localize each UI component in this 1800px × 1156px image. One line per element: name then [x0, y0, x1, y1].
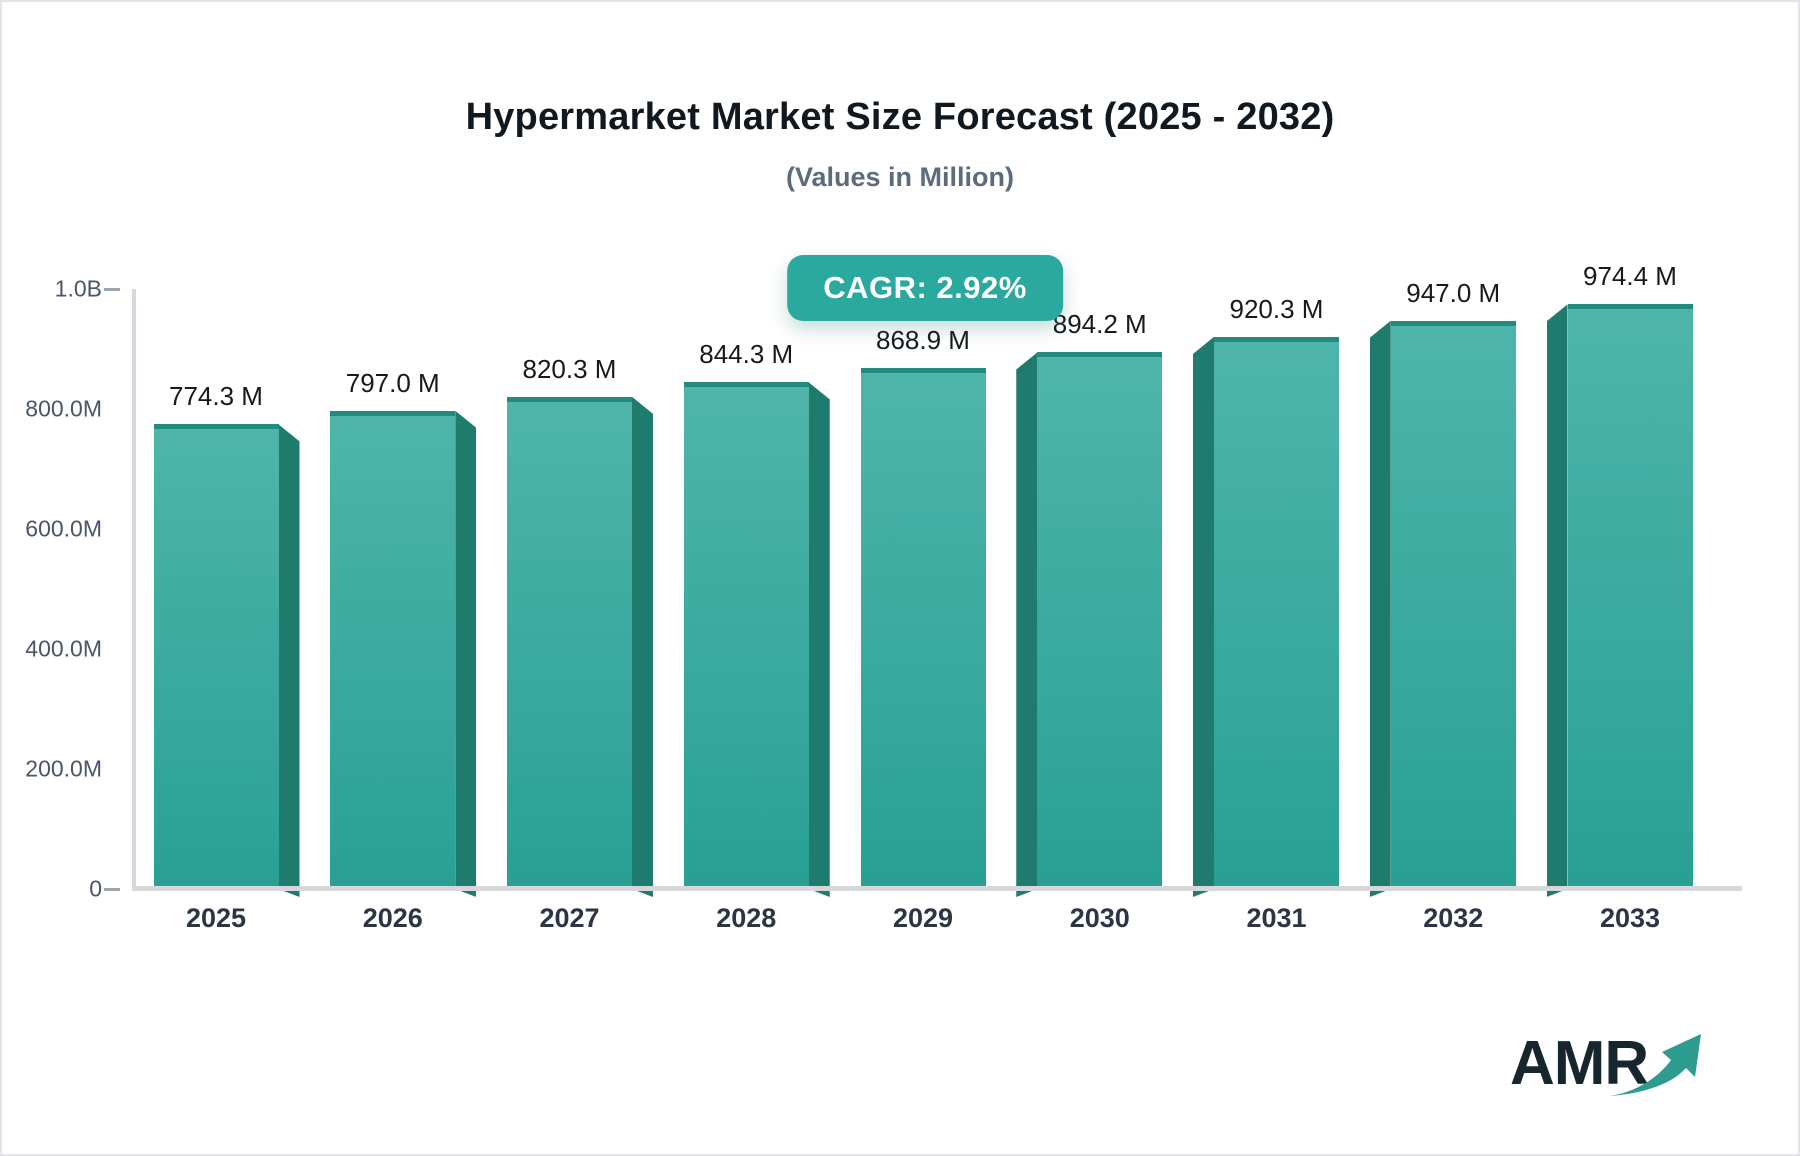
x-tick-label: 2026: [362, 903, 423, 933]
bar-top-edge: [330, 410, 456, 416]
bar-2028: [683, 382, 809, 889]
bar-2033: [1567, 304, 1693, 889]
amr-logo-text: AMR: [1510, 1029, 1649, 1098]
bar-value-label: 844.3 M: [699, 339, 794, 370]
amr-logo: AMR: [1510, 1029, 1701, 1102]
bar-2029: [860, 367, 986, 889]
bar-top-edge: [1567, 304, 1693, 310]
cagr-badge: CAGR: 2.92%: [787, 255, 1063, 321]
bar-top-edge: [1214, 336, 1339, 342]
bar-2030: [1037, 352, 1163, 889]
cagr-badge-label: CAGR: 2.92%: [823, 270, 1027, 305]
x-tick-label: 2025: [185, 903, 247, 933]
bar-value-label: 920.3 M: [1229, 293, 1324, 324]
bar-value-label: 868.9 M: [876, 324, 970, 355]
bar-3d-side: [279, 424, 300, 897]
y-tick-label: 800.0M: [25, 395, 102, 422]
bar-2032: [1390, 320, 1516, 889]
y-tick-dash: [104, 288, 120, 291]
bar-2025: [153, 424, 279, 889]
bar-top-edge: [683, 382, 809, 388]
bar-3d-side: [809, 382, 830, 897]
bar-top-edge: [860, 367, 986, 373]
x-tick-label: 2029: [892, 903, 954, 933]
y-tick-label: 200.0M: [25, 755, 102, 782]
y-tick-label: 400.0M: [25, 635, 102, 662]
bar-2027: [507, 396, 632, 889]
y-tick-label: 600.0M: [25, 515, 102, 542]
x-tick-label: 2031: [1246, 903, 1307, 933]
x-tick-label: 2028: [716, 903, 777, 933]
bar-2031: [1214, 336, 1339, 889]
bar-value-label: 974.4 M: [1583, 261, 1677, 292]
bar-3d-side: [455, 411, 476, 897]
x-tick-label: 2032: [1423, 903, 1484, 933]
bar-3d-side: [1016, 352, 1037, 897]
bar-value-label: 894.2 M: [1052, 309, 1147, 340]
growth-arrow-icon: [1610, 1034, 1701, 1096]
x-tick-label: 2033: [1599, 903, 1661, 933]
bar-top-edge: [1390, 320, 1516, 326]
bar-value-label: 820.3 M: [522, 353, 617, 384]
x-tick-label: 2027: [539, 903, 600, 933]
x-axis-baseline: [132, 886, 1742, 891]
y-tick-label: 1.0B: [54, 275, 102, 302]
bar-value-label: 797.0 M: [345, 367, 440, 398]
y-tick-label: 0: [89, 875, 102, 902]
bar-3d-side: [1547, 304, 1568, 897]
bar-top-edge: [507, 396, 632, 402]
bar-3d-side: [1370, 321, 1391, 897]
bar-2026: [330, 410, 456, 889]
chart-subtitle: (Values in Million): [785, 162, 1015, 192]
bar-value-label: 947.0 M: [1406, 277, 1501, 308]
y-axis-line: [132, 289, 136, 889]
bar-top-edge: [153, 424, 279, 430]
y-tick-dash: [104, 888, 120, 891]
bar-top-edge: [1037, 352, 1163, 358]
x-tick-label: 2030: [1069, 903, 1130, 933]
bar-3d-side: [1193, 337, 1214, 897]
bar-3d-side: [632, 397, 653, 897]
chart-title: Hypermarket Market Size Forecast (2025 -…: [465, 96, 1335, 138]
bar-value-label: 774.3 M: [169, 381, 263, 412]
